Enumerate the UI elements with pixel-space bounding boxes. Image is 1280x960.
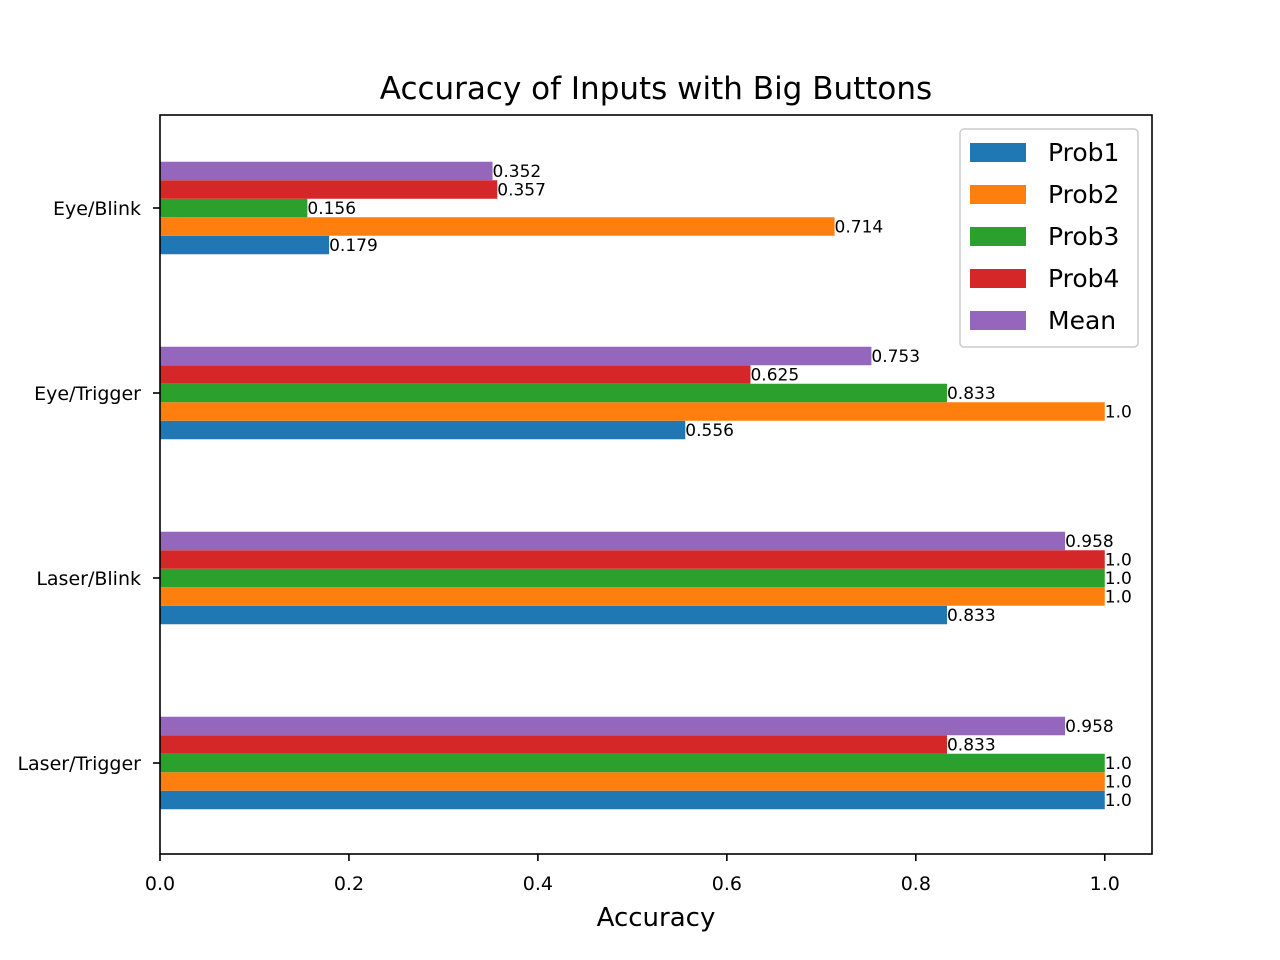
legend-swatch-prob2 xyxy=(970,185,1026,204)
data-label: 1.0 xyxy=(1105,588,1132,608)
data-label: 0.833 xyxy=(947,606,996,626)
bar-mean-laser-blink xyxy=(160,531,1066,551)
y-tick-label: Eye/Trigger xyxy=(34,383,141,405)
data-labels-layer: 0.1790.5560.8331.00.7141.01.01.00.1560.8… xyxy=(307,162,1131,811)
legend-swatch-mean xyxy=(970,311,1026,330)
data-label: 0.625 xyxy=(750,366,799,386)
data-label: 0.556 xyxy=(685,421,734,441)
data-label: 0.156 xyxy=(307,199,356,219)
legend: Prob1 Prob2 Prob3 Prob4 Mean xyxy=(959,128,1139,348)
bar-prob3-laser-blink xyxy=(160,568,1105,588)
bar-prob1-eye-blink xyxy=(160,235,330,255)
x-tick-label: 0.6 xyxy=(712,873,742,895)
data-label: 0.833 xyxy=(947,384,996,404)
data-label: 1.0 xyxy=(1105,773,1132,793)
chart-title: Accuracy of Inputs with Big Buttons xyxy=(380,71,932,107)
legend-label-prob3: Prob3 xyxy=(1048,222,1119,251)
data-label: 0.753 xyxy=(871,347,920,367)
bar-prob4-eye-blink xyxy=(160,180,498,199)
bar-mean-laser-trigger xyxy=(160,716,1066,736)
bar-prob2-eye-trigger xyxy=(160,402,1105,421)
bars-layer xyxy=(160,161,1105,810)
legend-swatch-prob1 xyxy=(970,143,1026,162)
data-label: 1.0 xyxy=(1105,551,1132,571)
bar-prob3-laser-trigger xyxy=(160,753,1105,773)
data-label: 0.179 xyxy=(329,236,378,256)
bar-prob4-laser-trigger xyxy=(160,735,947,754)
bar-mean-eye-trigger xyxy=(160,346,872,366)
bar-mean-eye-blink xyxy=(160,161,493,181)
data-label: 0.357 xyxy=(497,181,546,201)
x-axis-label: Accuracy xyxy=(597,903,716,933)
bar-prob2-laser-trigger xyxy=(160,772,1105,791)
bar-prob1-eye-trigger xyxy=(160,420,686,440)
y-tick-label: Laser/Blink xyxy=(36,568,141,590)
data-label: 0.714 xyxy=(835,218,884,238)
x-tick-label: 0.8 xyxy=(901,873,931,895)
x-tick-label: 0.4 xyxy=(523,873,553,895)
y-tick-label: Eye/Blink xyxy=(53,198,141,220)
bar-prob3-eye-trigger xyxy=(160,383,947,403)
bar-prob4-laser-blink xyxy=(160,550,1105,569)
x-tick-label: 0.2 xyxy=(334,873,364,895)
plot-frame xyxy=(159,114,1153,855)
bar-prob1-laser-blink xyxy=(160,605,947,625)
x-tick-label: 0.0 xyxy=(145,873,175,895)
data-label: 1.0 xyxy=(1105,569,1132,589)
y-tick-label: Laser/Trigger xyxy=(17,753,141,775)
data-label: 0.958 xyxy=(1065,532,1114,552)
data-label: 1.0 xyxy=(1105,791,1132,811)
data-label: 1.0 xyxy=(1105,403,1132,423)
data-label: 1.0 xyxy=(1105,754,1132,774)
y-axis-ticks: Eye/Blink Eye/Trigger Laser/Blink Laser/Tri… xyxy=(17,198,160,775)
legend-label-mean: Mean xyxy=(1048,306,1116,335)
bar-prob2-eye-blink xyxy=(160,217,835,236)
bar-prob2-laser-blink xyxy=(160,587,1105,606)
bar-prob1-laser-trigger xyxy=(160,790,1105,810)
bar-prob4-eye-trigger xyxy=(160,365,751,384)
bar-prob3-eye-blink xyxy=(160,198,308,218)
x-tick-label: 1.0 xyxy=(1090,873,1120,895)
legend-label-prob2: Prob2 xyxy=(1048,180,1119,209)
x-axis-ticks: 0.0 0.2 0.4 0.6 0.8 1.0 xyxy=(145,854,1120,895)
data-label: 0.958 xyxy=(1065,717,1114,737)
legend-label-prob1: Prob1 xyxy=(1048,138,1119,167)
data-label: 0.352 xyxy=(493,162,542,182)
legend-label-prob4: Prob4 xyxy=(1048,264,1119,293)
legend-frame xyxy=(959,128,1139,348)
legend-swatch-prob3 xyxy=(970,227,1026,246)
legend-swatch-prob4 xyxy=(970,269,1026,288)
data-label: 0.833 xyxy=(947,736,996,756)
